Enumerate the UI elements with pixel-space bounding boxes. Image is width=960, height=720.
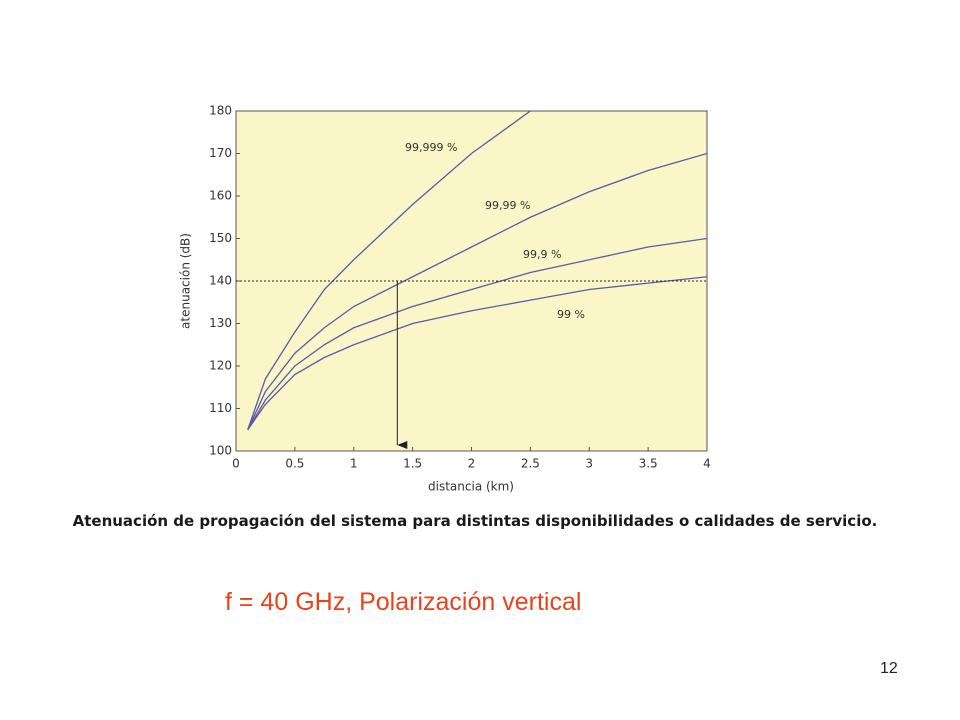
series-label: 99,999 % (405, 141, 457, 154)
series-label: 99,99 % (485, 199, 530, 212)
series-line (247, 237, 707, 431)
y-tick-label: 180 (209, 104, 232, 118)
x-tick-label: 2 (468, 457, 476, 471)
caption: Atenuación de propagación del sistema pa… (72, 512, 878, 530)
x-axis-label: distancia (km) (428, 480, 514, 494)
y-tick-label: 160 (209, 189, 232, 203)
y-tick-label: 130 (209, 316, 232, 330)
series-line (247, 152, 707, 431)
y-tick-label: 170 (209, 146, 232, 160)
x-tick-label: 0 (232, 457, 240, 471)
x-tick-label: 0.5 (285, 457, 304, 471)
y-tick-label: 120 (209, 359, 232, 373)
y-tick-label: 140 (209, 274, 232, 288)
y-tick-label: 110 (209, 401, 232, 415)
series-label: 99 % (557, 308, 585, 321)
y-axis-label: atenuación (dB) (179, 233, 193, 329)
y-tick-label: 150 (209, 231, 232, 245)
subtitle: f = 40 GHz, Polarización vertical (225, 588, 582, 616)
series-label: 99,9 % (523, 248, 561, 261)
x-tick-label: 2.5 (521, 457, 540, 471)
series-line (247, 276, 707, 431)
x-tick-label: 1.5 (403, 457, 422, 471)
page-number: 12 (880, 660, 898, 677)
y-tick-label: 100 (209, 444, 232, 458)
x-tick-label: 1 (350, 457, 358, 471)
series-line (247, 111, 531, 430)
x-tick-label: 3 (585, 457, 593, 471)
x-tick-label: 3.5 (639, 457, 658, 471)
x-tick-label: 4 (703, 457, 711, 471)
